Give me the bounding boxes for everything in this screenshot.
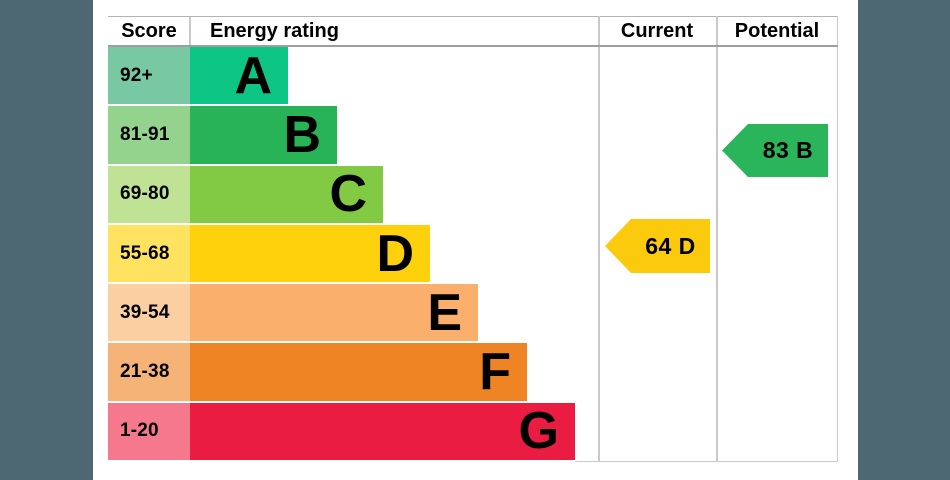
band-row: 21-38 F bbox=[108, 343, 838, 403]
current-arrow: 64 D bbox=[605, 219, 710, 273]
header-potential: Potential bbox=[734, 20, 820, 42]
current-arrow-label: 64 D bbox=[645, 232, 696, 259]
header-energy-rating: Energy rating bbox=[210, 20, 339, 42]
band-row: 39-54 E bbox=[108, 283, 838, 344]
band-row: 81-91 B bbox=[108, 105, 838, 166]
rating-bar: F bbox=[190, 343, 527, 403]
rating-letter: D bbox=[376, 224, 414, 283]
band-rows: 92+ A 81-91 B 69-80 C 55-68 D 39-54 E 21… bbox=[108, 46, 838, 463]
score-cell: 1-20 bbox=[108, 402, 190, 463]
band-row: 1-20 G bbox=[108, 402, 838, 463]
rating-bar: C bbox=[190, 165, 383, 225]
rating-bar: B bbox=[190, 105, 337, 166]
rating-letter: C bbox=[329, 165, 367, 224]
band-row: 69-80 C bbox=[108, 165, 838, 225]
epc-table: Score Energy rating Current Potential 92… bbox=[108, 16, 838, 463]
band-row: 92+ A bbox=[108, 46, 838, 107]
score-cell: 81-91 bbox=[108, 106, 190, 166]
potential-arrow-label: 83 B bbox=[762, 137, 814, 163]
score-cell: 55-68 bbox=[108, 224, 190, 285]
rating-bar: E bbox=[190, 283, 478, 344]
score-cell: 69-80 bbox=[108, 165, 190, 225]
header-score: Score bbox=[121, 20, 177, 42]
rating-letter: F bbox=[479, 343, 511, 402]
potential-arrow: 83 B bbox=[722, 124, 828, 177]
header-current: Current bbox=[620, 20, 694, 42]
score-cell: 92+ bbox=[108, 47, 190, 107]
table-top-border bbox=[108, 16, 838, 17]
band-row: 55-68 D bbox=[108, 224, 838, 285]
rating-letter: G bbox=[518, 402, 559, 461]
header-row: Score Energy rating Current Potential bbox=[108, 17, 838, 45]
header-bottom-border bbox=[108, 45, 838, 47]
table-right-border bbox=[836, 16, 838, 462]
rating-bar: D bbox=[190, 224, 430, 285]
divider-energy-current bbox=[598, 16, 600, 462]
score-cell: 39-54 bbox=[108, 284, 190, 344]
rating-letter: E bbox=[427, 283, 462, 342]
header-score-divider bbox=[189, 17, 191, 45]
epc-panel: Score Energy rating Current Potential 92… bbox=[93, 0, 858, 480]
rating-letter: A bbox=[234, 46, 272, 105]
divider-current-potential bbox=[716, 16, 718, 462]
rating-bar: A bbox=[190, 46, 288, 107]
rating-letter: B bbox=[283, 105, 321, 164]
rating-bar: G bbox=[190, 402, 575, 463]
score-cell: 21-38 bbox=[108, 343, 190, 403]
